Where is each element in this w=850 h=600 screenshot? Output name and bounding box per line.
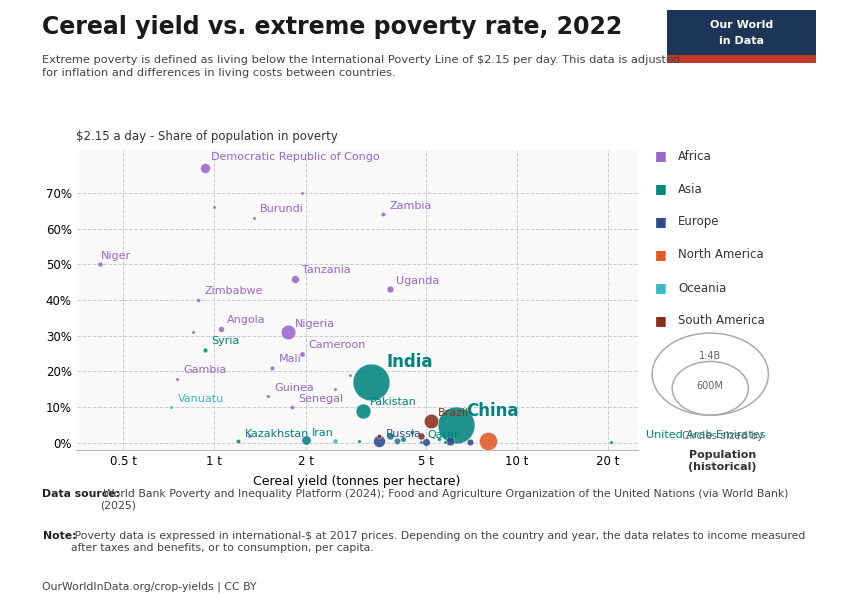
Text: Population
(historical): Population (historical) xyxy=(688,450,756,472)
Point xyxy=(261,392,275,401)
Point xyxy=(165,403,178,412)
Text: Iran: Iran xyxy=(312,428,334,438)
Text: Nigeria: Nigeria xyxy=(294,319,335,329)
Point xyxy=(186,328,200,337)
Text: Mali: Mali xyxy=(279,354,301,364)
Point xyxy=(414,431,428,440)
Text: Niger: Niger xyxy=(100,251,131,261)
Text: Africa: Africa xyxy=(678,149,712,163)
Point xyxy=(296,349,309,358)
Text: Vanuatu: Vanuatu xyxy=(178,394,224,404)
Text: Senegal: Senegal xyxy=(298,394,343,404)
Text: Kazakhstan: Kazakhstan xyxy=(245,429,309,439)
Point xyxy=(383,284,397,294)
Point xyxy=(356,406,370,416)
Point xyxy=(390,436,404,446)
Point xyxy=(198,345,212,355)
Text: Burundi: Burundi xyxy=(260,204,304,214)
Text: Poverty data is expressed in international-$ at 2017 prices. Depending on the co: Poverty data is expressed in internation… xyxy=(71,531,805,553)
Point xyxy=(207,202,221,212)
Point xyxy=(352,436,366,446)
Point xyxy=(372,436,386,446)
Point xyxy=(288,274,302,283)
Text: OurWorldInData.org/crop-yields | CC BY: OurWorldInData.org/crop-yields | CC BY xyxy=(42,582,257,593)
Point xyxy=(450,420,463,430)
Text: Pakistan: Pakistan xyxy=(370,397,416,407)
Text: ■: ■ xyxy=(654,182,666,196)
Text: Brazil: Brazil xyxy=(438,408,469,418)
Text: Note:: Note: xyxy=(42,531,76,541)
Point xyxy=(298,435,312,445)
Point xyxy=(405,427,419,437)
Point xyxy=(481,436,495,446)
Text: Cameroon: Cameroon xyxy=(309,340,366,350)
Text: Zimbabwe: Zimbabwe xyxy=(204,286,263,296)
Point xyxy=(198,163,212,173)
Point xyxy=(285,403,298,412)
Text: Guinea: Guinea xyxy=(275,383,314,393)
Point xyxy=(463,437,477,446)
Text: Our World: Our World xyxy=(710,20,774,30)
Text: Angola: Angola xyxy=(227,315,266,325)
Text: World Bank Poverty and Inequality Platform (2024); Food and Agriculture Organiza: World Bank Poverty and Inequality Platfo… xyxy=(100,489,789,511)
Point xyxy=(372,431,386,440)
Text: Democratic Republic of Congo: Democratic Republic of Congo xyxy=(212,152,380,163)
Text: $2.15 a day - Share of population in poverty: $2.15 a day - Share of population in pov… xyxy=(76,130,338,143)
Text: Asia: Asia xyxy=(678,182,703,196)
Text: ■: ■ xyxy=(654,248,666,262)
Point xyxy=(419,437,433,446)
Point xyxy=(328,436,342,446)
Text: Data source:: Data source: xyxy=(42,489,121,499)
Point xyxy=(424,416,438,426)
Point xyxy=(191,295,205,305)
Point xyxy=(383,431,397,440)
Point xyxy=(396,434,410,444)
Point xyxy=(376,209,389,219)
Text: Oceania: Oceania xyxy=(678,281,727,295)
Point xyxy=(242,431,256,440)
Point xyxy=(170,374,184,383)
Point xyxy=(296,188,309,197)
Text: Qatar: Qatar xyxy=(427,430,458,440)
Point xyxy=(232,436,246,446)
Text: Tanzania: Tanzania xyxy=(302,265,350,275)
Point xyxy=(247,213,261,223)
Text: North America: North America xyxy=(678,248,764,262)
Bar xyxy=(667,55,816,63)
Point xyxy=(265,363,279,373)
Text: Cereal yield vs. extreme poverty rate, 2022: Cereal yield vs. extreme poverty rate, 2… xyxy=(42,15,623,39)
Point xyxy=(390,437,404,447)
Text: China: China xyxy=(467,401,519,419)
Text: Gambia: Gambia xyxy=(183,365,226,375)
Point xyxy=(414,437,428,446)
Text: 1:4B: 1:4B xyxy=(700,350,722,361)
Text: Syria: Syria xyxy=(212,337,240,346)
Text: Russia: Russia xyxy=(386,429,422,439)
Text: ■: ■ xyxy=(654,215,666,229)
Point xyxy=(281,328,295,337)
Point xyxy=(214,324,228,334)
Point xyxy=(94,259,107,269)
Point xyxy=(604,437,618,447)
Text: ■: ■ xyxy=(654,314,666,328)
Text: ■: ■ xyxy=(654,281,666,295)
Point xyxy=(432,434,445,444)
Text: Circles sized by: Circles sized by xyxy=(682,431,763,442)
Text: United Arab Emirates: United Arab Emirates xyxy=(646,430,765,440)
Text: Europe: Europe xyxy=(678,215,720,229)
Text: ■: ■ xyxy=(654,149,666,163)
Point xyxy=(443,436,456,446)
Text: India: India xyxy=(386,353,433,371)
Text: South America: South America xyxy=(678,314,765,328)
Text: Zambia: Zambia xyxy=(389,201,432,211)
Point xyxy=(343,370,357,380)
Point xyxy=(328,385,342,394)
Text: Extreme poverty is defined as living below the International Poverty Line of $2.: Extreme poverty is defined as living bel… xyxy=(42,55,681,79)
Point xyxy=(439,437,452,446)
X-axis label: Cereal yield (tonnes per hectare): Cereal yield (tonnes per hectare) xyxy=(253,475,461,488)
Point xyxy=(365,377,378,387)
Text: Uganda: Uganda xyxy=(396,276,439,286)
Text: in Data: in Data xyxy=(719,36,764,46)
Text: 600M: 600M xyxy=(697,380,723,391)
